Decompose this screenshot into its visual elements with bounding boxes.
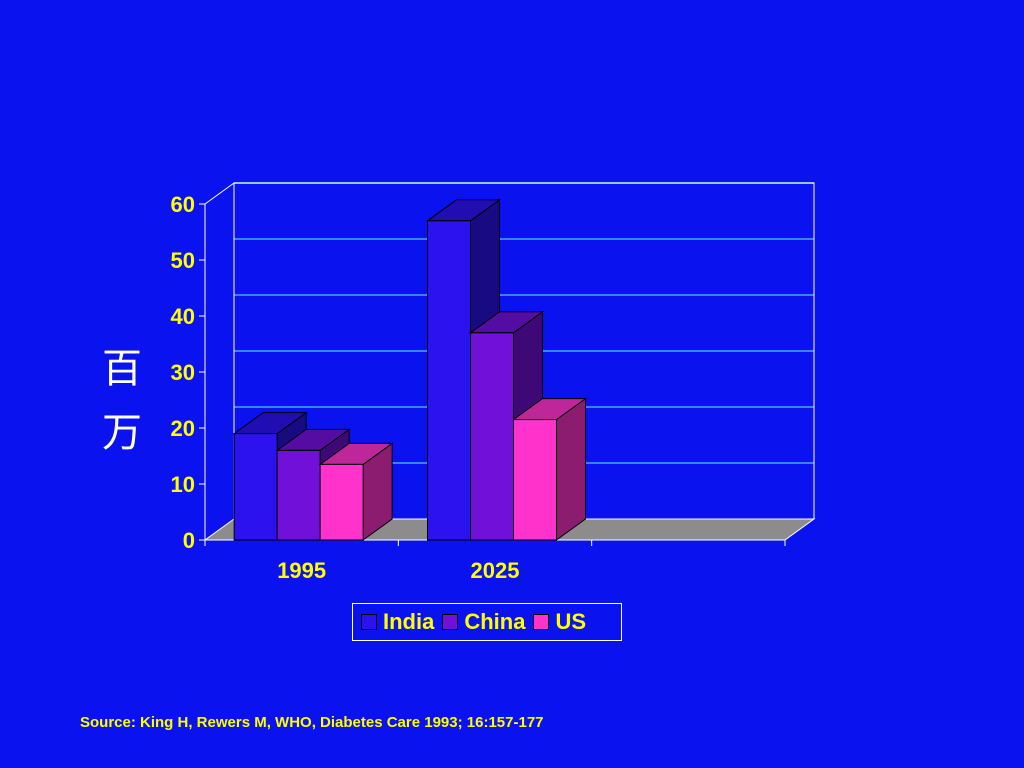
bar-us-2025-side bbox=[556, 397, 586, 541]
legend-swatch-china bbox=[442, 614, 459, 630]
y-tick-label: 60 bbox=[171, 192, 195, 217]
y-tick-label: 20 bbox=[171, 416, 195, 441]
legend-swatch-india bbox=[361, 614, 377, 630]
y-tick-label: 0 bbox=[183, 528, 195, 553]
source-citation: Source: King H, Rewers M, WHO, Diabetes … bbox=[80, 714, 544, 731]
legend-label-china: China bbox=[464, 609, 526, 634]
legend-label-india: India bbox=[383, 609, 435, 634]
chart: 0 10 20 30 40 50 60 1995 2025 bbox=[171, 182, 816, 583]
bar-india-1995 bbox=[233, 433, 278, 541]
legend-item-india: India bbox=[361, 609, 434, 635]
y-tick-label: 30 bbox=[171, 360, 195, 385]
bar-india-2025 bbox=[427, 220, 471, 541]
bar-china-2025 bbox=[470, 332, 514, 541]
legend-item-us: US bbox=[533, 609, 586, 635]
bar-us-1995 bbox=[319, 463, 364, 541]
y-axis-label-char-1: 百 bbox=[102, 346, 142, 392]
y-axis-label-char-2: 万 bbox=[102, 410, 142, 456]
y-tick-label: 50 bbox=[171, 248, 195, 273]
legend-label-us: US bbox=[555, 609, 587, 634]
y-tick-label: 40 bbox=[171, 304, 195, 329]
legend: India China US bbox=[352, 603, 622, 641]
legend-swatch-us bbox=[533, 614, 550, 630]
legend-item-china: China bbox=[442, 609, 525, 635]
y-tick-label: 10 bbox=[171, 472, 195, 497]
bar-china-1995 bbox=[276, 449, 321, 541]
side-wall-top-edge bbox=[204, 182, 235, 205]
x-tick-label: 2025 bbox=[471, 558, 520, 583]
bar-us-2025 bbox=[513, 419, 557, 541]
x-tick-label: 1995 bbox=[277, 558, 326, 583]
